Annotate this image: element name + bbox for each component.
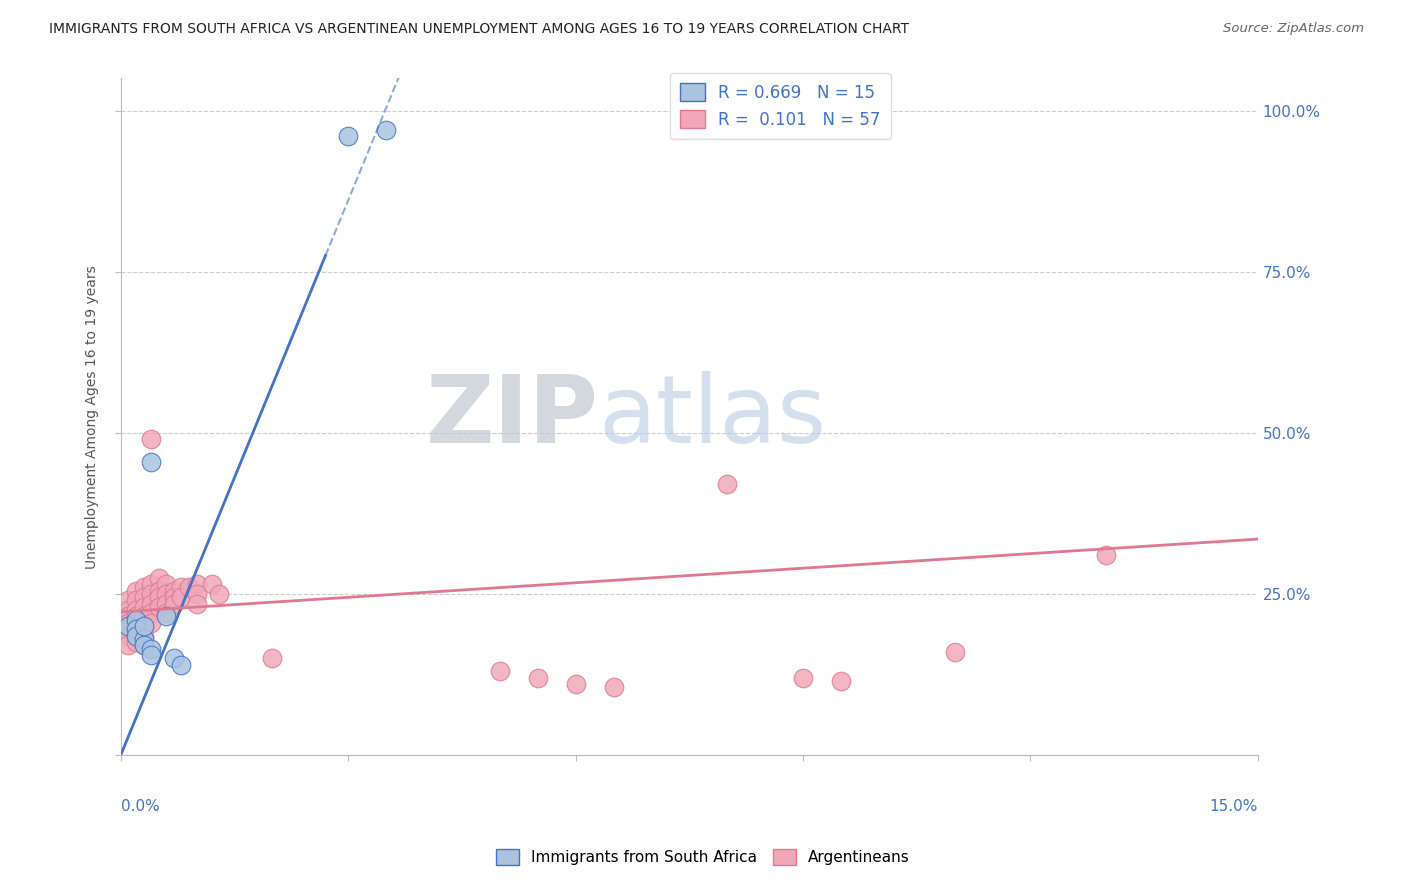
Point <box>177 581 200 595</box>
Point <box>337 129 360 144</box>
Point <box>148 583 170 598</box>
Point <box>125 635 148 649</box>
Point <box>148 590 170 604</box>
Point <box>132 599 155 614</box>
Legend: Immigrants from South Africa, Argentineans: Immigrants from South Africa, Argentinea… <box>491 843 915 871</box>
Point <box>186 587 208 601</box>
Point <box>163 583 186 598</box>
Point <box>141 577 163 591</box>
Text: Source: ZipAtlas.com: Source: ZipAtlas.com <box>1223 22 1364 36</box>
Point <box>141 455 163 469</box>
Point <box>716 477 738 491</box>
Point <box>564 677 586 691</box>
Point <box>125 629 148 643</box>
Point <box>125 593 148 607</box>
Point <box>1095 548 1118 562</box>
Point <box>943 645 966 659</box>
Point <box>155 587 177 601</box>
Point <box>125 583 148 598</box>
Point <box>125 613 148 627</box>
Point <box>163 651 186 665</box>
Point <box>132 629 155 643</box>
Point <box>201 577 224 591</box>
Point <box>148 571 170 585</box>
Point <box>141 615 163 630</box>
Point <box>163 590 186 604</box>
Point <box>125 622 148 636</box>
Point <box>132 619 155 633</box>
Point <box>141 648 163 662</box>
Point <box>125 615 148 630</box>
Point <box>125 629 148 643</box>
Point <box>830 673 852 688</box>
Point <box>155 577 177 591</box>
Point <box>117 639 139 653</box>
Point <box>208 587 231 601</box>
Point <box>141 641 163 656</box>
Point <box>117 622 139 636</box>
Point <box>125 609 148 624</box>
Y-axis label: Unemployment Among Ages 16 to 19 years: Unemployment Among Ages 16 to 19 years <box>86 265 100 568</box>
Legend: R = 0.669   N = 15, R =  0.101   N = 57: R = 0.669 N = 15, R = 0.101 N = 57 <box>669 73 890 139</box>
Point <box>117 609 139 624</box>
Point <box>186 597 208 611</box>
Point <box>117 593 139 607</box>
Point <box>155 609 177 624</box>
Point <box>141 597 163 611</box>
Point <box>141 606 163 620</box>
Point <box>125 603 148 617</box>
Text: 0.0%: 0.0% <box>121 799 159 814</box>
Point <box>170 590 193 604</box>
Point <box>132 632 155 646</box>
Point <box>792 671 814 685</box>
Point <box>132 590 155 604</box>
Point <box>141 587 163 601</box>
Point <box>375 123 398 137</box>
Point <box>132 581 155 595</box>
Point <box>132 639 155 653</box>
Point <box>125 622 148 636</box>
Point <box>132 639 155 653</box>
Point <box>141 432 163 446</box>
Point <box>132 619 155 633</box>
Point <box>132 609 155 624</box>
Point <box>163 597 186 611</box>
Point <box>602 680 624 694</box>
Point <box>526 671 548 685</box>
Point <box>170 657 193 672</box>
Point <box>148 599 170 614</box>
Point <box>117 603 139 617</box>
Point <box>170 581 193 595</box>
Point <box>186 577 208 591</box>
Point <box>262 651 284 665</box>
Text: IMMIGRANTS FROM SOUTH AFRICA VS ARGENTINEAN UNEMPLOYMENT AMONG AGES 16 TO 19 YEA: IMMIGRANTS FROM SOUTH AFRICA VS ARGENTIN… <box>49 22 910 37</box>
Point <box>117 615 139 630</box>
Text: ZIP: ZIP <box>426 371 599 463</box>
Point <box>155 597 177 611</box>
Text: atlas: atlas <box>599 371 827 463</box>
Point <box>117 629 139 643</box>
Text: 15.0%: 15.0% <box>1209 799 1258 814</box>
Point <box>155 606 177 620</box>
Point <box>488 664 510 678</box>
Point <box>117 619 139 633</box>
